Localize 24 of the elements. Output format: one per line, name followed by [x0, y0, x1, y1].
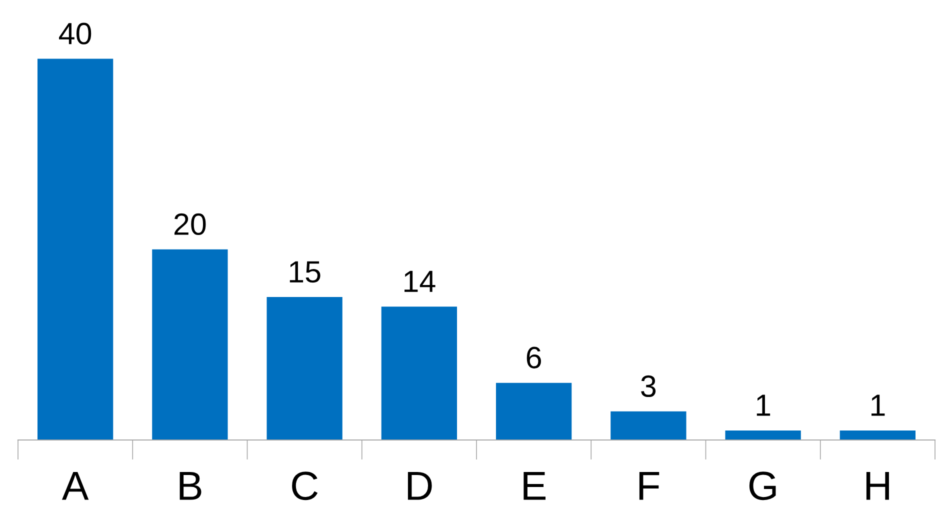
data-label: 3 [641, 375, 656, 398]
data-label: 1 [872, 394, 885, 416]
data-label: 1 [756, 394, 770, 416]
data-label: 40 [59, 22, 92, 44]
data-label: 6 [526, 346, 541, 368]
x-tick-label: D [408, 472, 432, 500]
bar [610, 411, 686, 440]
x-tick-label: B [180, 472, 202, 500]
x-tick-label: G [749, 472, 776, 500]
x-tick-label: A [62, 472, 89, 500]
bar [381, 306, 458, 440]
x-tick-label: H [866, 472, 889, 500]
bar [152, 249, 228, 440]
data-label: 20 [174, 213, 206, 236]
x-tick-label: E [524, 472, 546, 500]
bar [37, 58, 114, 440]
x-tick-label: F [639, 472, 660, 500]
bar [840, 430, 916, 440]
data-label: 14 [404, 270, 436, 292]
bar [725, 430, 801, 440]
data-label: 15 [290, 261, 320, 283]
x-tick-label: C [292, 472, 318, 500]
bar [266, 297, 342, 440]
bar [496, 382, 572, 440]
